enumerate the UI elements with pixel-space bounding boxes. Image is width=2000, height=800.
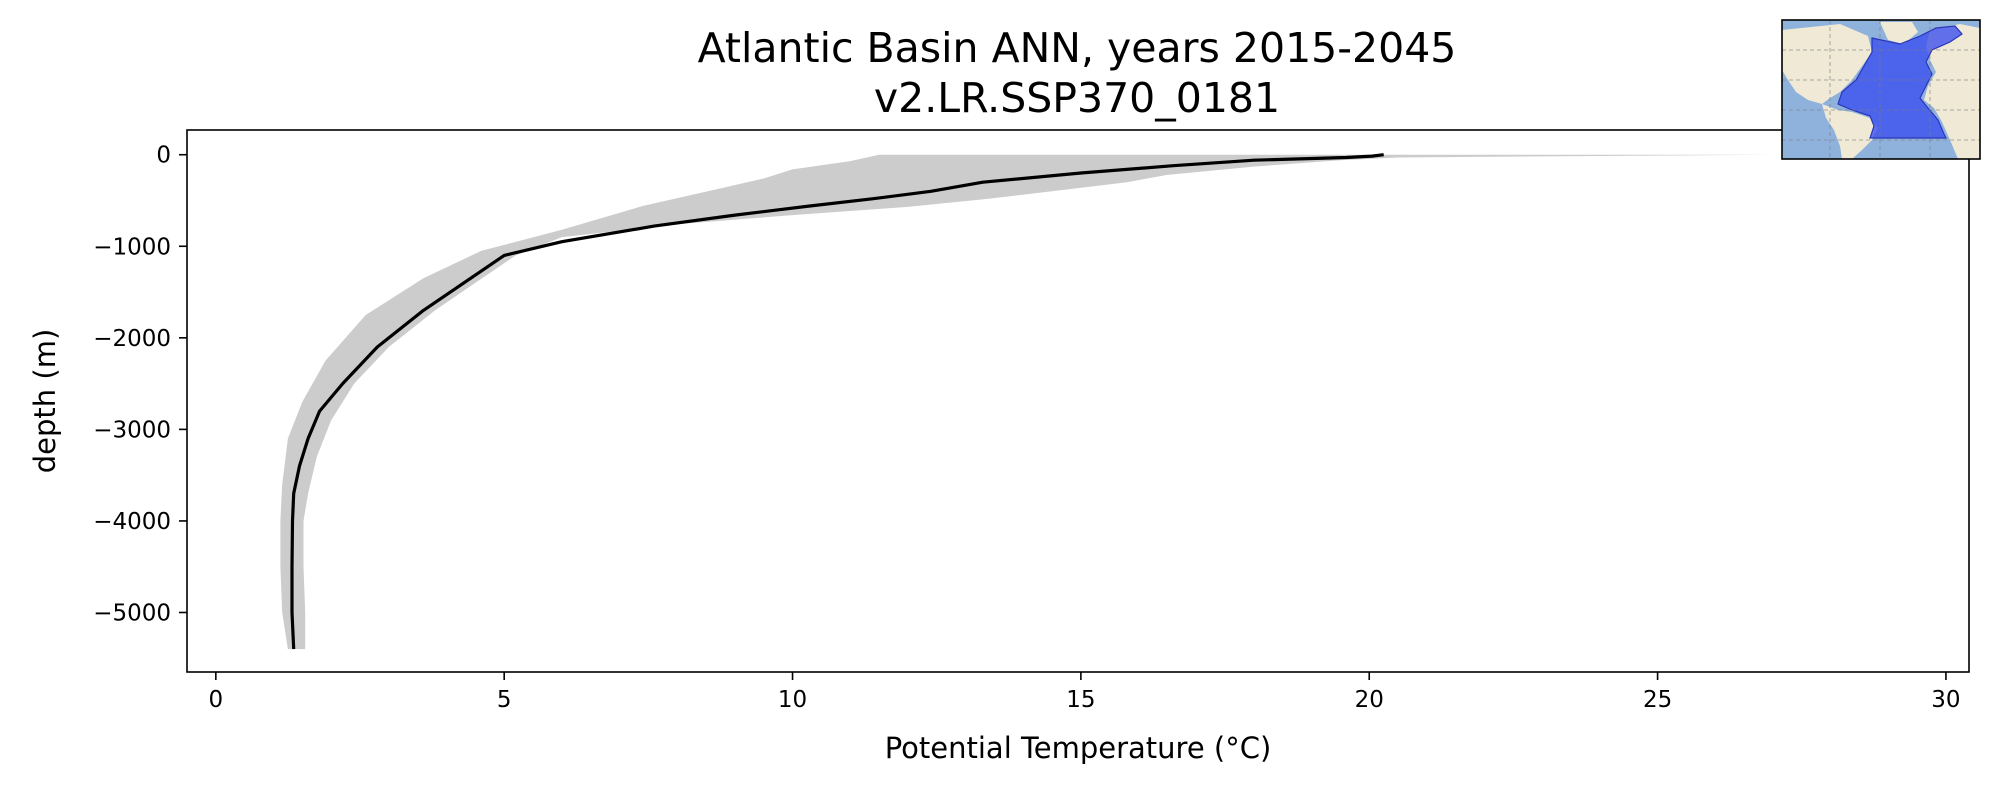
y-tick-label: 0 [156,143,171,169]
mean-temperature-profile-line [290,153,1384,650]
x-axis-label: Potential Temperature (°C) [885,731,1272,765]
plot-area-frame [186,129,1970,673]
y-tick-label: −4000 [93,509,171,535]
inset-map [1781,19,1981,160]
x-tick-label: 20 [1355,687,1384,713]
inset-land-greenland [1880,22,1918,44]
y-axis-ticks: 0 −1000 −2000 −3000 −4000 −5000 [93,143,187,626]
x-tick-label: 30 [1931,687,1960,713]
x-axis-ticks: 0 5 10 15 20 25 30 [209,672,1961,713]
mean-profile-layer [290,153,1384,650]
y-axis-label: depth (m) [28,329,62,474]
y-tick-label: −3000 [93,417,171,443]
x-tick-label: 25 [1643,687,1672,713]
y-tick-label: −5000 [93,600,171,626]
inset-land-north-america [1782,24,1872,104]
x-tick-label: 10 [778,687,807,713]
spread-band-layer [280,154,1773,650]
chart-title: Atlantic Basin ANN, years 2015-2045 [698,24,1457,72]
inset-frame [1781,19,1981,160]
y-tick-label: −1000 [93,234,171,260]
x-tick-label: 0 [209,687,224,713]
x-tick-label: 15 [1066,687,1095,713]
chart-subtitle: v2.LR.SSP370_0181 [874,74,1280,122]
inset-land-south-america [1822,104,1878,159]
y-tick-label: −2000 [93,326,171,352]
spread-band [280,154,1773,650]
inset-land-europe-africa [1924,24,1980,159]
x-tick-label: 5 [497,687,512,713]
